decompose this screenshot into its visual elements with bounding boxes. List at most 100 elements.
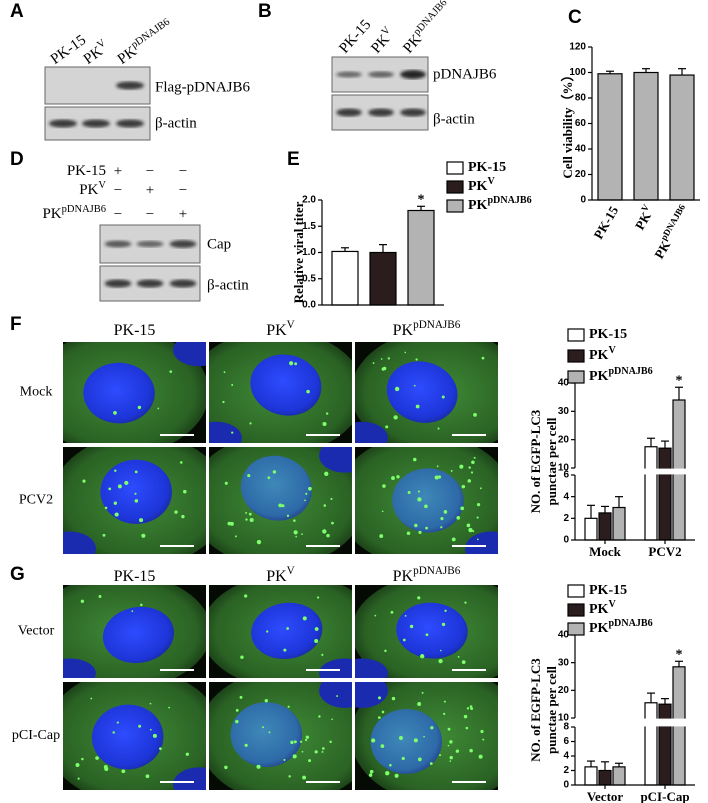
- bar: [407, 209, 435, 306]
- punctum: [134, 492, 137, 495]
- legend-label-base: PK-15: [589, 583, 627, 598]
- punctum: [459, 464, 464, 469]
- blot-band: [116, 119, 144, 128]
- treatment-sign: −: [114, 206, 122, 222]
- panel-label: B: [258, 1, 272, 22]
- nucleus: [396, 602, 468, 659]
- nucleus: [370, 709, 442, 774]
- punctum: [299, 740, 303, 743]
- punctum: [149, 702, 152, 705]
- punctum: [404, 351, 407, 354]
- punctum: [293, 519, 296, 522]
- legend-label-base: PK-15: [589, 327, 627, 342]
- legend-label-sup: pDNAJB6: [608, 366, 652, 377]
- punctum: [292, 754, 297, 759]
- punctum: [323, 504, 327, 507]
- punctum: [124, 480, 129, 486]
- column-label-sup: V: [287, 565, 295, 577]
- y-tick-label: 4: [563, 491, 569, 502]
- x-tick-label-sup: pDNAJB6: [659, 202, 688, 242]
- punctum: [381, 510, 384, 513]
- punctum: [468, 466, 471, 469]
- punctum: [414, 523, 418, 528]
- nucleus: [83, 362, 155, 424]
- punctum: [145, 774, 150, 779]
- band-label: Cap: [207, 236, 231, 252]
- punctum: [295, 535, 297, 538]
- band-label: β-actin: [155, 115, 197, 131]
- punctum: [244, 743, 248, 747]
- punctum: [326, 533, 330, 538]
- y-tick-label: 6: [563, 736, 569, 747]
- punctum: [393, 415, 398, 420]
- punctum: [450, 469, 453, 472]
- lane-label-sup: pDNAJB6: [129, 16, 172, 50]
- punctum: [398, 736, 403, 740]
- punctum: [152, 733, 157, 738]
- panel-label: G: [10, 564, 25, 585]
- punctum: [374, 614, 377, 617]
- punctum: [305, 492, 308, 495]
- punctum: [413, 384, 416, 387]
- punctum: [331, 718, 333, 721]
- punctum: [267, 476, 271, 480]
- legend-label-sup: V: [608, 599, 616, 610]
- panel-label: A: [10, 1, 24, 22]
- y-tick-label: 30: [558, 406, 570, 417]
- legend-label: PKV: [589, 345, 616, 363]
- y-tick-label: 40: [558, 630, 570, 641]
- row-label-sup: V: [98, 180, 106, 191]
- punctum: [476, 538, 479, 541]
- treatment-sign: −: [114, 182, 122, 198]
- punctum: [461, 660, 466, 664]
- punctum: [247, 473, 251, 478]
- punctum: [404, 614, 407, 617]
- y-axis-title: punctae per cell: [544, 666, 559, 754]
- y-axis-title: NO. of EGFP-LC3: [528, 658, 543, 762]
- punctum: [412, 457, 417, 462]
- blot-band: [336, 108, 362, 117]
- legend-label: PK-15: [589, 583, 627, 598]
- punctum: [182, 489, 187, 494]
- y-tick-label: 10: [558, 463, 570, 474]
- punctum: [460, 506, 465, 511]
- punctum: [447, 744, 450, 747]
- row-label: PCV2: [19, 493, 53, 508]
- nucleus: [102, 606, 175, 664]
- punctum: [391, 696, 396, 701]
- punctum: [478, 754, 483, 759]
- punctum: [455, 749, 460, 753]
- micrograph: [355, 342, 498, 443]
- x-tick-label-base: PK: [632, 208, 654, 232]
- punctum: [482, 738, 485, 741]
- axis-break-gap: [565, 718, 697, 727]
- punctum: [473, 413, 477, 417]
- lane-label-base: PK: [401, 32, 426, 57]
- y-tick-label: 0: [563, 780, 569, 791]
- legend-swatch: [567, 370, 585, 384]
- punctum: [302, 775, 307, 780]
- blot-band: [104, 279, 132, 288]
- blot-band: [169, 240, 197, 248]
- punctum: [113, 411, 117, 415]
- legend-label-base: PK: [589, 348, 609, 363]
- row-label-sup: pDNAJB6: [62, 204, 106, 215]
- punctum: [114, 512, 119, 517]
- punctum: [369, 769, 374, 774]
- legend-label: PK-15: [589, 327, 627, 342]
- neighbor-nucleus: [63, 658, 96, 678]
- punctum: [75, 762, 80, 768]
- punctum: [479, 487, 482, 490]
- punctum: [468, 527, 473, 533]
- x-tick-label: PKV: [630, 202, 657, 232]
- punctum: [438, 658, 443, 664]
- nucleus: [250, 354, 322, 416]
- punctum: [231, 383, 234, 386]
- punctum: [98, 595, 102, 598]
- punctum: [287, 705, 290, 708]
- y-tick-label: 2: [563, 513, 569, 524]
- punctum: [116, 721, 119, 724]
- blot-band: [368, 71, 394, 78]
- nucleus: [100, 459, 172, 524]
- punctum: [417, 490, 421, 493]
